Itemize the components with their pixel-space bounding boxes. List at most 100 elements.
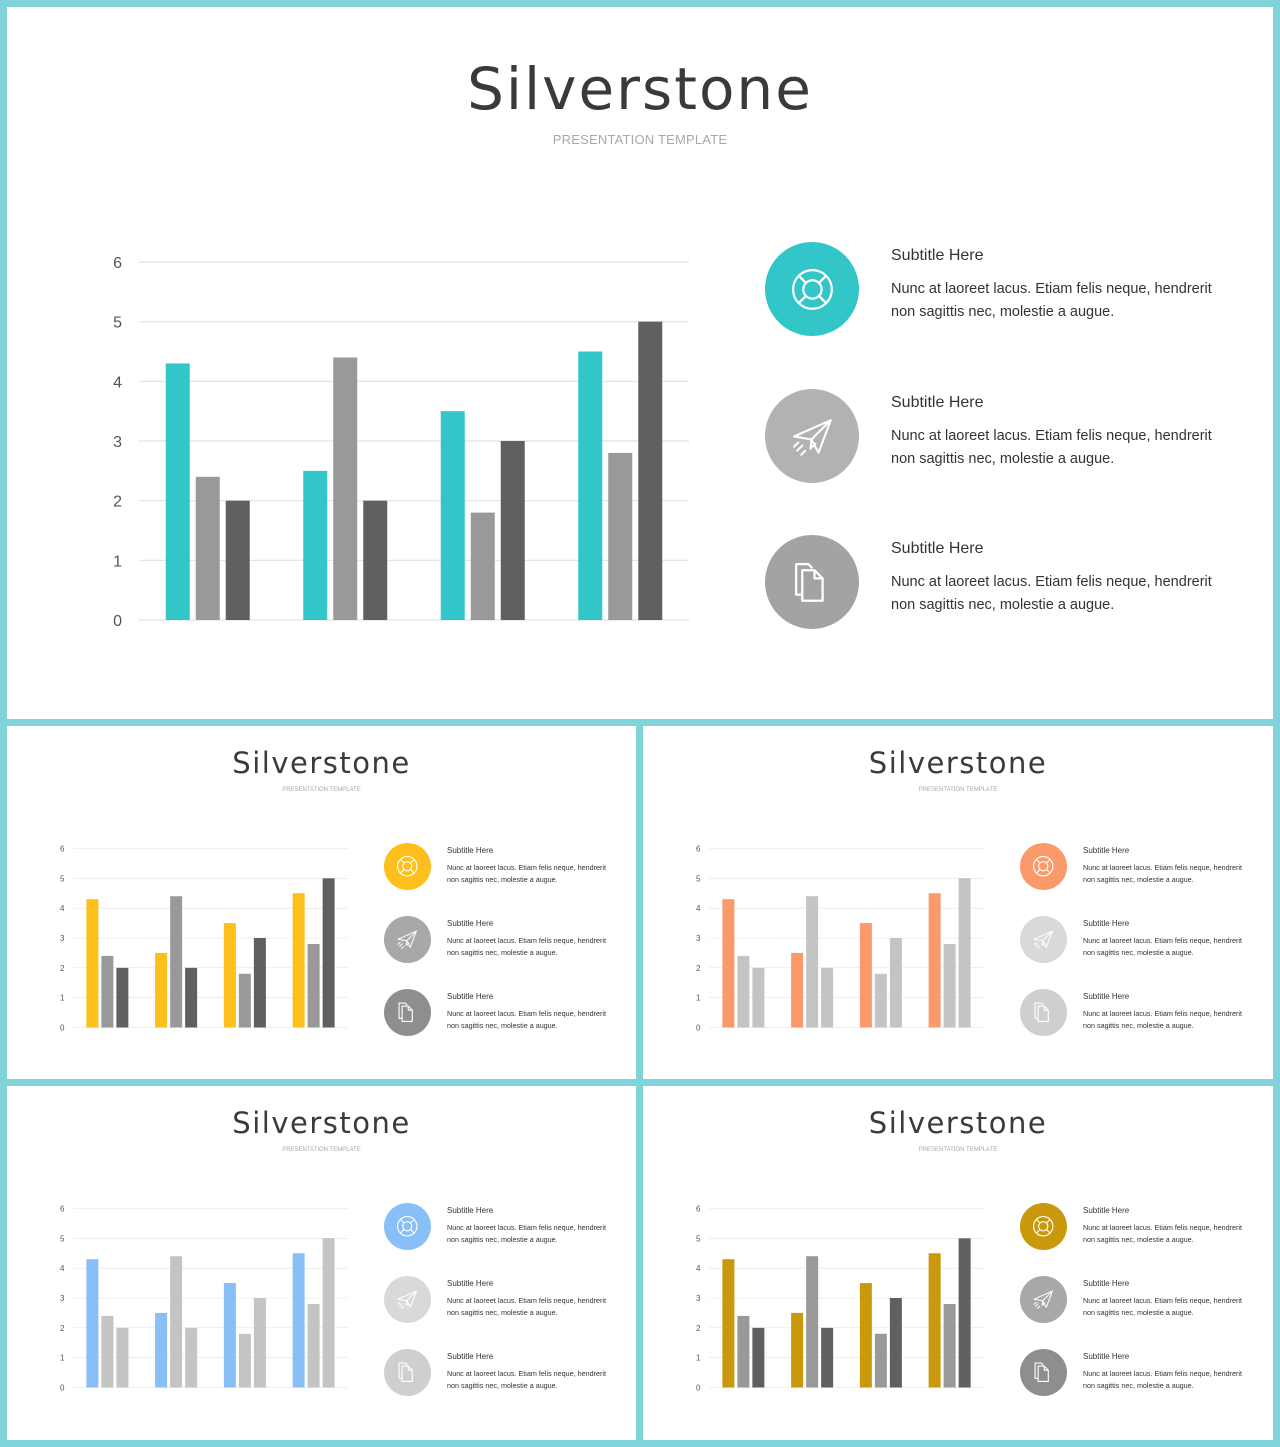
y-tick-label: 3 <box>60 934 65 943</box>
feature-description: Nunc at laoreet lacus. Etiam felis neque… <box>1083 936 1243 957</box>
feature-item: Subtitle Here Nunc at laoreet lacus. Eti… <box>1020 1203 1260 1253</box>
y-tick-label: 1 <box>60 994 65 1003</box>
bar <box>363 500 388 620</box>
slide-subtitle: PRESENTATION TEMPLATE <box>918 1147 998 1153</box>
feature-item: Subtitle Here Nunc at laoreet lacus. Eti… <box>384 989 624 1039</box>
feature-title: Subtitle Here <box>447 1352 494 1361</box>
bar <box>500 441 525 620</box>
bar <box>155 1312 168 1388</box>
y-tick-label: 1 <box>113 553 122 570</box>
bar <box>791 952 804 1028</box>
bar-chart: 0 1 2 3 4 5 6 <box>696 845 984 1033</box>
bar <box>874 1333 887 1388</box>
feature-title: Subtitle Here <box>447 1279 494 1288</box>
y-tick-label: 6 <box>113 255 122 272</box>
bar <box>101 955 114 1028</box>
feature-title: Subtitle Here <box>1083 1206 1130 1215</box>
feature-title: Subtitle Here <box>891 394 984 411</box>
bar <box>737 955 750 1028</box>
y-tick-label: 3 <box>113 434 122 451</box>
bar <box>821 1327 834 1388</box>
bar <box>155 952 168 1028</box>
bar <box>223 923 236 1028</box>
documents-icon <box>384 1349 431 1396</box>
bar <box>943 1303 956 1388</box>
feature-description: Nunc at laoreet lacus. Etiam felis neque… <box>891 428 1212 467</box>
feature-item: Subtitle Here Nunc at laoreet lacus. Eti… <box>384 1276 624 1326</box>
feature-description: Nunc at laoreet lacus. Etiam felis neque… <box>447 936 607 957</box>
y-tick-label: 3 <box>60 1294 65 1303</box>
y-tick-label: 5 <box>60 874 65 883</box>
bar <box>253 938 266 1028</box>
feature-description: Nunc at laoreet lacus. Etiam felis neque… <box>447 1369 607 1390</box>
bar <box>292 893 305 1028</box>
slide-gold: Silverstone PRESENTATION TEMPLATE 0 1 2 3 4 5… <box>643 1086 1273 1440</box>
bar <box>928 1253 941 1388</box>
y-tick-label: 5 <box>696 1234 701 1243</box>
slide-main: Silverstone PRESENTATION TEMPLATE 0 1 2 3 4 5… <box>7 7 1273 719</box>
feature-item: Subtitle Here Nunc at laoreet lacus. Eti… <box>765 535 1235 635</box>
bar <box>238 973 251 1028</box>
feature-item: Subtitle Here Nunc at laoreet lacus. Eti… <box>765 242 1235 342</box>
documents-icon <box>1020 989 1067 1036</box>
y-tick-label: 0 <box>696 1384 701 1393</box>
bar <box>859 1283 872 1388</box>
bar <box>821 967 834 1028</box>
y-tick-label: 1 <box>696 994 701 1003</box>
bar <box>752 1327 765 1388</box>
y-tick-label: 0 <box>60 1024 65 1033</box>
feature-item: Subtitle Here Nunc at laoreet lacus. Eti… <box>765 389 1235 489</box>
feature-item: Subtitle Here Nunc at laoreet lacus. Eti… <box>1020 1349 1260 1399</box>
slide-orange: Silverstone PRESENTATION TEMPLATE 0 1 2 3 4 5… <box>643 726 1273 1079</box>
bar <box>185 1327 198 1388</box>
bar <box>322 878 335 1028</box>
bar <box>86 899 99 1028</box>
slide-subtitle: PRESENTATION TEMPLATE <box>282 1147 361 1153</box>
y-tick-label: 1 <box>696 1354 701 1363</box>
slide-title: Silverstone <box>868 1106 1048 1140</box>
bar <box>958 878 971 1028</box>
feature-description: Nunc at laoreet lacus. Etiam felis neque… <box>891 281 1212 320</box>
y-tick-label: 6 <box>696 1205 701 1214</box>
bar <box>322 1238 335 1388</box>
bar <box>889 938 902 1028</box>
bar <box>578 351 603 620</box>
lifebuoy-icon <box>384 1203 431 1250</box>
y-tick-label: 5 <box>696 874 701 883</box>
feature-item: Subtitle Here Nunc at laoreet lacus. Eti… <box>1020 843 1260 893</box>
lifebuoy-icon <box>384 843 431 890</box>
y-tick-label: 3 <box>696 1294 701 1303</box>
y-tick-label: 0 <box>113 613 122 630</box>
feature-title: Subtitle Here <box>891 540 984 557</box>
feature-description: Nunc at laoreet lacus. Etiam felis neque… <box>1083 1296 1243 1317</box>
slide-title: Silverstone <box>467 55 813 123</box>
bar <box>170 896 183 1028</box>
slide-title: Silverstone <box>868 746 1048 780</box>
bar <box>86 1259 99 1388</box>
bar <box>608 452 633 620</box>
bar <box>958 1238 971 1388</box>
feature-description: Nunc at laoreet lacus. Etiam felis neque… <box>1083 1369 1243 1390</box>
lifebuoy-icon <box>1020 843 1067 890</box>
bar <box>170 1256 183 1388</box>
y-tick-label: 0 <box>60 1384 65 1393</box>
feature-item: Subtitle Here Nunc at laoreet lacus. Eti… <box>384 916 624 966</box>
y-tick-label: 0 <box>696 1024 701 1033</box>
bar <box>928 893 941 1028</box>
y-tick-label: 4 <box>60 1264 65 1273</box>
bar <box>806 1256 819 1388</box>
feature-description: Nunc at laoreet lacus. Etiam felis neque… <box>1083 1223 1243 1244</box>
paper-plane-icon <box>384 916 431 963</box>
paper-plane-icon <box>1020 1276 1067 1323</box>
bar-chart: 0 1 2 3 4 5 6 <box>60 845 348 1033</box>
bar <box>889 1298 902 1388</box>
y-tick-label: 1 <box>60 1354 65 1363</box>
bar <box>440 411 465 620</box>
bar <box>303 470 328 620</box>
bar <box>307 943 320 1028</box>
feature-description: Nunc at laoreet lacus. Etiam felis neque… <box>447 1296 607 1317</box>
paper-plane-icon <box>384 1276 431 1323</box>
bar-chart: 0 1 2 3 4 5 6 <box>113 255 689 630</box>
y-tick-label: 5 <box>60 1234 65 1243</box>
y-tick-label: 4 <box>696 1264 701 1273</box>
